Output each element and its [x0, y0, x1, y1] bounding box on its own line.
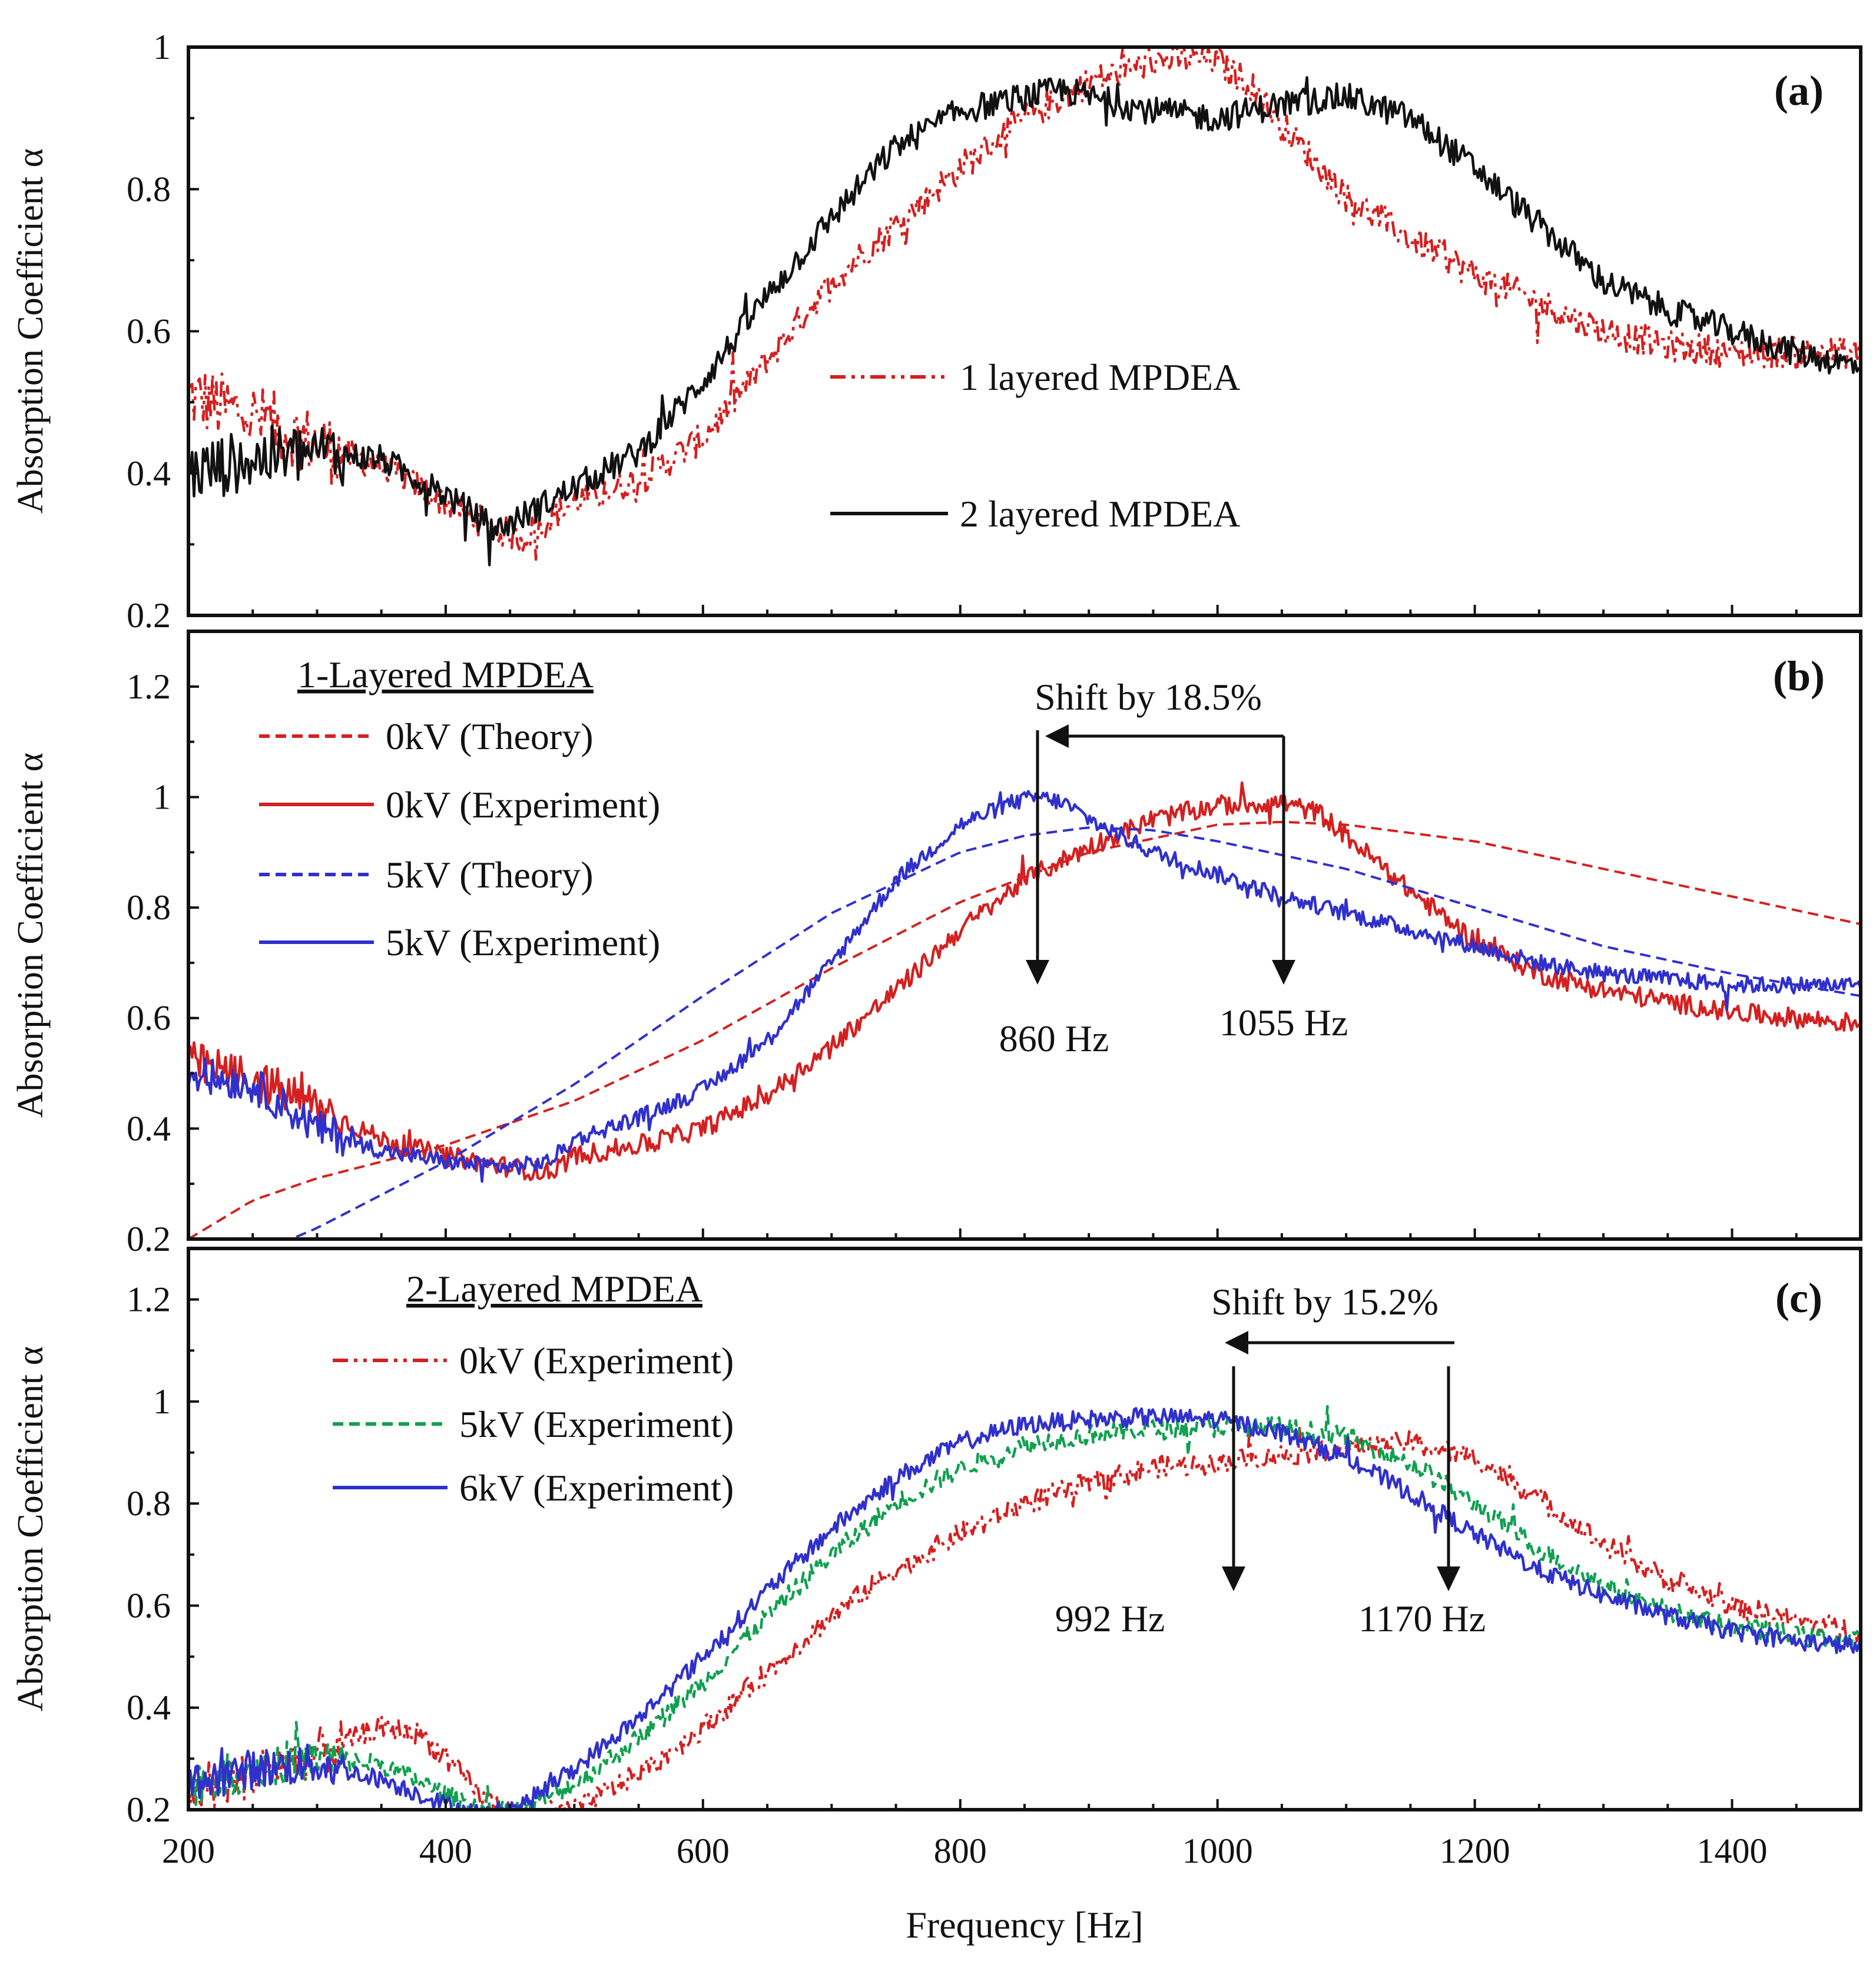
panel-b: 0.2 0.4 0.6 0.8 1 1.2 Absorption Coefficient … [11, 630, 1862, 1258]
panel-a-plot-area [188, 47, 1861, 567]
series-line-b-3 [188, 790, 1861, 1183]
panel-c-legend: 2-Layered MPDEA 0kV (Experiment) 5kV (Ex… [333, 1268, 734, 1509]
x-axis-label: Frequency [Hz] [906, 1904, 1143, 1946]
legend-label-0kv-experiment-c: 0kV (Experiment) [459, 1340, 734, 1382]
x-axis: 200 400 600 800 1000 1200 1400 [162, 1799, 1862, 1870]
y-tick-label: 1.2 [127, 667, 171, 706]
peak-arrow-992-head [1222, 1566, 1245, 1591]
panel-a-y-axis: 0.2 0.4 0.6 0.8 1 [127, 28, 1862, 635]
shift-annotation-c: Shift by 15.2% [1211, 1281, 1439, 1323]
y-tick-label: 1 [153, 28, 171, 67]
legend-label-1-layered: 1 layered MPDEA [960, 356, 1240, 398]
legend-label-0kv-theory: 0kV (Theory) [386, 716, 594, 757]
panel-c-annotations: Shift by 15.2% 992 Hz 1170 Hz [1055, 1281, 1486, 1640]
x-tick-label: 400 [419, 1831, 472, 1870]
panel-c-y-axis-label: Absorption Coefficient α [11, 1346, 51, 1711]
y-tick-label: 0.8 [127, 1484, 171, 1523]
series-line-b-1 [188, 781, 1861, 1181]
peak-label-1055: 1055 Hz [1219, 1002, 1348, 1044]
series-line-c-1 [188, 1405, 1861, 1810]
y-tick-label: 0.6 [127, 312, 171, 351]
panel-b-legend: 1-Layered MPDEA 0kV (Theory) 0kV (Experi… [259, 654, 660, 963]
x-tick-label: 1400 [1697, 1831, 1768, 1870]
y-tick-label: 0.2 [127, 596, 171, 635]
panel-c-y-axis: 0.2 0.4 0.6 0.8 1 1.2 [127, 1247, 199, 1829]
y-tick-label: 0.6 [127, 1586, 171, 1625]
peak-label-992: 992 Hz [1055, 1598, 1165, 1640]
y-tick-label: 1 [153, 1382, 171, 1421]
y-tick-label: 0.8 [127, 170, 171, 208]
shift-arrow-b-head [1045, 724, 1069, 748]
x-tick-label: 800 [934, 1831, 987, 1870]
panel-b-y-axis-label: Absorption Coefficient α [11, 753, 51, 1118]
series-line-a-1 [188, 76, 1861, 567]
y-tick-label: 0.4 [127, 1688, 171, 1727]
panel-b-tag: (b) [1773, 653, 1825, 700]
y-tick-label: 0.2 [127, 1790, 171, 1829]
y-tick-label: 0.4 [127, 1109, 171, 1148]
legend-label-2-layered: 2 layered MPDEA [960, 493, 1240, 535]
x-tick-label: 200 [162, 1831, 215, 1870]
peak-arrow-860-head [1026, 960, 1049, 985]
panel-b-annotations: Shift by 18.5% 860 Hz 1055 Hz [999, 676, 1348, 1059]
panel-a-tag: (a) [1774, 67, 1824, 114]
panel-b-legend-title: 1-Layered MPDEA [297, 654, 594, 695]
panel-a-legend: 1 layered MPDEA 2 layered MPDEA [830, 356, 1240, 535]
x-tick-label: 600 [677, 1831, 730, 1870]
legend-label-6kv-experiment-c: 6kV (Experiment) [459, 1467, 734, 1509]
series-line-a-0 [188, 47, 1861, 561]
series-line-c-2 [188, 1407, 1861, 1810]
legend-label-5kv-experiment: 5kV (Experiment) [386, 922, 660, 963]
peak-label-860: 860 Hz [999, 1018, 1109, 1059]
peak-arrow-1055-head [1272, 960, 1295, 985]
panel-c-tag: (c) [1775, 1274, 1822, 1321]
shift-arrow-c-head [1225, 1331, 1248, 1354]
panel-c-legend-title: 2-Layered MPDEA [406, 1268, 702, 1310]
panel-c-frame [187, 1247, 1862, 1811]
y-tick-label: 1 [153, 777, 171, 816]
y-tick-label: 0.2 [127, 1220, 171, 1258]
y-tick-label: 0.6 [127, 999, 171, 1038]
x-tick-label: 1200 [1440, 1831, 1510, 1870]
y-tick-label: 1.2 [127, 1280, 171, 1319]
panel-a: 0.2 0.4 0.6 0.8 1 Absorption Coefficient α (… [11, 28, 1862, 635]
series-line-c-0 [188, 1426, 1861, 1810]
panel-a-y-axis-label: Absorption Coefficient α [11, 148, 51, 514]
x-tick-label: 1000 [1182, 1831, 1253, 1870]
y-tick-label: 0.4 [127, 454, 171, 493]
legend-label-0kv-experiment: 0kV (Experiment) [386, 784, 660, 826]
peak-arrow-1170-head [1437, 1566, 1460, 1591]
peak-label-1170: 1170 Hz [1358, 1598, 1486, 1640]
series-line-b-2 [287, 826, 1861, 1239]
panel-c-plot-area [188, 1405, 1861, 1810]
shift-annotation-b: Shift by 18.5% [1035, 676, 1262, 718]
legend-label-5kv-theory: 5kV (Theory) [386, 854, 594, 896]
panel-c: 0.2 0.4 0.6 0.8 1 1.2 200 400 600 800 1000 1200 140… [11, 1247, 1862, 1946]
legend-label-5kv-experiment-c: 5kV (Experiment) [459, 1403, 734, 1445]
y-tick-label: 0.8 [127, 888, 171, 927]
panel-b-y-axis: 0.2 0.4 0.6 0.8 1 1.2 [127, 630, 1862, 1258]
panel-b-plot-area [188, 781, 1861, 1239]
